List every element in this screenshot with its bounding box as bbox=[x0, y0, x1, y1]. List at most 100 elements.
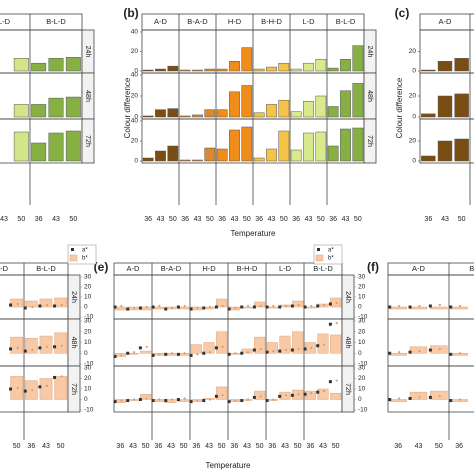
x-tick-label: 50 bbox=[69, 216, 77, 223]
x-tick-label: 50 bbox=[354, 216, 362, 223]
bar bbox=[352, 45, 364, 72]
y-tick-label: 40 bbox=[131, 29, 139, 36]
point-b bbox=[208, 305, 212, 309]
y-tick-label-right: 10 bbox=[358, 294, 366, 301]
bar bbox=[216, 68, 228, 72]
y-tick-label-right: 10 bbox=[84, 294, 92, 301]
point-a bbox=[38, 304, 42, 308]
point-a bbox=[176, 398, 180, 401]
group-label: L-D bbox=[0, 17, 11, 26]
point-a bbox=[388, 305, 392, 309]
point-a bbox=[252, 395, 256, 399]
bar bbox=[228, 306, 240, 311]
x-tick-label: 50 bbox=[57, 443, 65, 450]
y-tick-label-right: 30 bbox=[358, 365, 366, 372]
point-b bbox=[45, 345, 49, 348]
x-tick-label: 43 bbox=[167, 443, 175, 450]
bar bbox=[24, 300, 38, 308]
point-b bbox=[120, 399, 123, 402]
x-tick-label: 50 bbox=[243, 216, 251, 223]
bar bbox=[10, 298, 24, 308]
bar bbox=[54, 332, 68, 354]
x-tick-label: 43 bbox=[231, 216, 239, 223]
y-tick-label-right: 0 bbox=[358, 304, 362, 311]
point-a bbox=[316, 390, 320, 394]
bar bbox=[54, 297, 68, 308]
point-b bbox=[284, 394, 288, 397]
point-b bbox=[120, 354, 123, 357]
bar bbox=[142, 157, 154, 162]
y-tick-label-right: -10 bbox=[84, 314, 94, 321]
bar bbox=[114, 306, 126, 311]
point-b bbox=[196, 306, 199, 310]
bar bbox=[303, 132, 314, 162]
bar bbox=[278, 62, 290, 72]
bar bbox=[290, 68, 302, 72]
point-b bbox=[170, 352, 174, 355]
y-tick-label-right: 30 bbox=[84, 318, 92, 325]
bar bbox=[409, 346, 428, 354]
bar bbox=[39, 335, 53, 354]
bar bbox=[216, 298, 228, 308]
point-a bbox=[23, 389, 27, 393]
x-tick-label: 36 bbox=[144, 216, 152, 223]
group-label: B-A-D bbox=[161, 264, 182, 273]
point-b bbox=[459, 398, 462, 401]
x-tick-label: 43 bbox=[305, 216, 313, 223]
point-a bbox=[113, 354, 117, 358]
bar bbox=[389, 306, 407, 310]
bar bbox=[179, 159, 191, 162]
bar bbox=[178, 399, 190, 402]
bar bbox=[54, 376, 68, 400]
point-b bbox=[208, 398, 212, 401]
bar bbox=[292, 389, 304, 400]
point-a bbox=[214, 305, 218, 309]
bar bbox=[327, 67, 339, 72]
bar bbox=[241, 47, 253, 72]
x-tick-label: 36 bbox=[230, 443, 238, 450]
bar bbox=[330, 297, 342, 308]
bar bbox=[303, 62, 314, 72]
y-tick-label: 0 bbox=[134, 114, 138, 121]
point-a bbox=[328, 380, 332, 384]
point-a bbox=[227, 307, 231, 311]
point-b bbox=[158, 353, 161, 356]
bar bbox=[409, 391, 428, 400]
point-b bbox=[183, 352, 186, 355]
bar bbox=[13, 131, 29, 162]
point-a bbox=[53, 375, 57, 379]
x-tick-label: 43 bbox=[441, 216, 449, 223]
bar bbox=[304, 390, 316, 400]
point-a bbox=[164, 399, 168, 403]
point-b bbox=[322, 390, 326, 393]
group-label: A-D bbox=[127, 264, 141, 273]
bar bbox=[241, 85, 253, 118]
row-label: 48h bbox=[344, 337, 351, 349]
point-b bbox=[31, 388, 34, 392]
y-axis-title-b: Colour difference bbox=[123, 77, 132, 138]
bar bbox=[216, 148, 228, 162]
row-label: 72h bbox=[84, 135, 91, 147]
y-tick-label: 0 bbox=[412, 68, 416, 75]
x-tick-label: 50 bbox=[142, 443, 150, 450]
x-tick-label: 50 bbox=[218, 443, 226, 450]
x-tick-label: 43 bbox=[268, 216, 276, 223]
group-label: B-L-D bbox=[313, 264, 333, 273]
point-b bbox=[335, 379, 338, 382]
point-a bbox=[240, 351, 244, 355]
point-b bbox=[196, 353, 199, 356]
bar bbox=[266, 342, 278, 354]
point-b bbox=[459, 304, 462, 308]
x-tick-label: 43 bbox=[243, 443, 251, 450]
bar bbox=[450, 306, 468, 310]
point-b bbox=[221, 345, 224, 348]
row-frame bbox=[0, 274, 69, 320]
point-b bbox=[170, 398, 174, 401]
bar bbox=[454, 58, 469, 72]
bar bbox=[142, 69, 154, 72]
x-axis-title-bottom: Temperature bbox=[206, 461, 251, 470]
point-b bbox=[158, 304, 161, 308]
x-tick-label: 36 bbox=[329, 216, 337, 223]
point-a bbox=[151, 353, 155, 357]
